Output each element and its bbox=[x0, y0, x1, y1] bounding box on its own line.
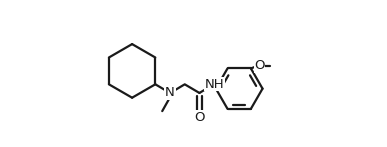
Text: NH: NH bbox=[204, 78, 224, 91]
Text: N: N bbox=[165, 86, 175, 100]
Text: O: O bbox=[254, 59, 265, 72]
Text: O: O bbox=[194, 111, 205, 124]
